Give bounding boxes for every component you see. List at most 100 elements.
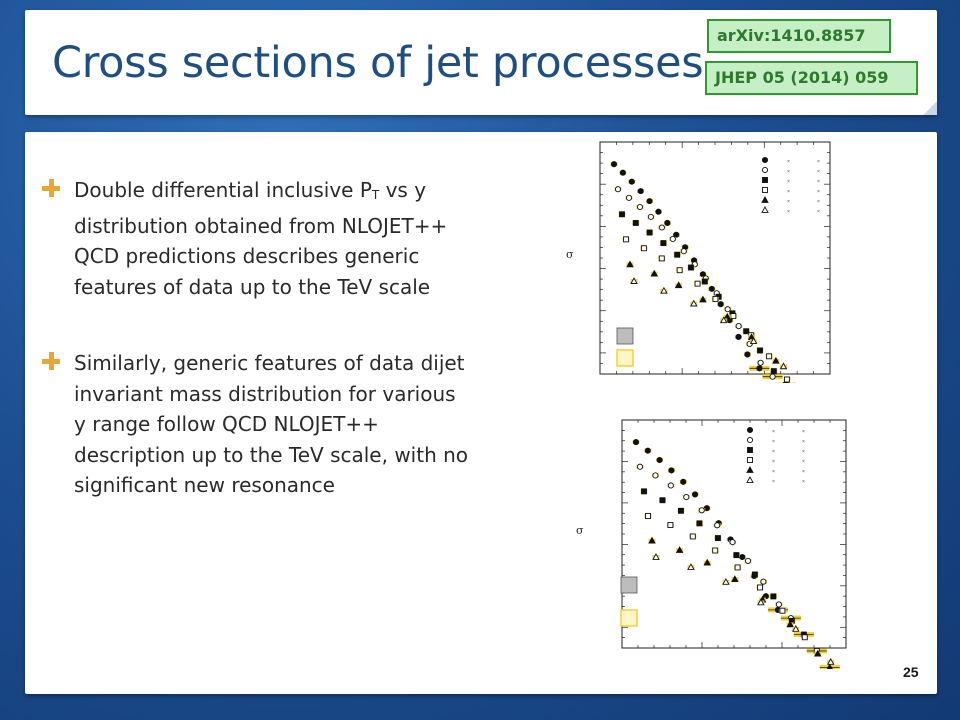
y-axis-label: σ [576,524,584,537]
data-point [647,213,654,220]
data-point [664,219,671,226]
bullet-text-part: vs y distribution obtained from NLOJET++… [74,178,448,299]
data-point [690,299,698,307]
data-point [746,426,754,434]
data-point [699,295,707,303]
bullet-text-part: Double differential inclusive P [74,178,372,202]
data-point [760,578,767,585]
data-point [779,607,786,614]
data-point [640,245,647,252]
legend-mark: × [787,169,790,175]
data-point [668,467,675,474]
data-point [637,188,644,195]
legend-mark: × [802,429,805,435]
data-point [730,313,737,320]
uncertainty-legend-box [616,349,634,367]
data-point [646,229,653,236]
data-point [659,497,666,504]
data-point [632,220,639,226]
data-point [734,564,741,571]
data-point [696,520,703,527]
bullet-item: Double differential inclusive PT vs y di… [40,175,470,302]
data-point [674,251,681,258]
bullet-list: Double differential inclusive PT vs y di… [40,175,470,547]
inclusive-jet-pt-chart: σ × × × × × × × × × × × × [566,141,831,383]
data-point [712,547,719,554]
data-point [676,267,683,274]
data-point [698,507,705,514]
data-point [769,373,776,380]
data-point [733,552,740,559]
bullet-text: Similarly, generic features of data dije… [74,351,469,497]
data-point [762,177,768,183]
data-point [660,286,668,294]
data-point [813,649,822,657]
legend-mark: × [772,449,775,455]
data-point [801,634,808,641]
data-point [703,558,712,566]
data-point [688,264,694,271]
data-point [689,533,696,540]
legend-mark: × [817,199,820,205]
plot-frame [599,141,831,375]
data-point [660,240,667,247]
data-point [678,507,684,514]
bullet-subscript: T [371,188,380,202]
data-point [658,255,665,262]
data-point [723,312,732,320]
data-point [719,316,728,324]
plus-bullet-icon [40,350,62,372]
legend-mark: × [802,439,805,445]
data-point [703,505,710,512]
data-point [714,535,721,542]
data-point [641,488,647,495]
data-point [687,563,695,570]
data-point [674,281,683,289]
data-point [646,198,653,205]
data-point [761,196,769,203]
legend-mark: × [817,159,820,165]
data-point [636,203,643,211]
legend-mark: × [772,479,775,485]
legend-mark: × [787,209,790,215]
data-point [757,584,763,591]
data-point [770,593,777,600]
data-point [757,359,764,366]
data-point [694,280,701,287]
data-point [746,476,754,483]
data-point [724,306,731,313]
data-point [669,235,676,242]
data-point [761,206,769,213]
data-point [757,598,765,606]
bullet-item: Similarly, generic features of data dije… [40,348,470,501]
data-point [826,663,833,669]
data-point [747,457,753,463]
uncertainty-legend-box [616,327,634,345]
data-point [652,472,659,479]
data-point [826,657,835,665]
data-point [692,491,699,498]
journal-reference-badge: JHEP 05 (2014) 059 [705,61,918,95]
data-point [655,208,662,215]
data-point [761,156,769,164]
data-point [746,466,754,473]
data-point [735,323,742,330]
data-point [761,166,769,174]
plus-bullet-icon [40,177,62,199]
legend-mark: × [817,179,820,185]
data-point [717,301,724,308]
legend-mark: × [787,159,790,165]
data-point [762,187,768,193]
data-point [623,236,629,243]
data-point [743,328,750,335]
data-point [751,571,758,578]
data-point [667,522,674,529]
data-point [701,278,708,285]
data-point [735,333,742,340]
data-point [739,553,746,561]
data-point [645,513,651,519]
data-point [731,575,739,582]
legend-mark: × [787,179,790,185]
data-point [744,351,751,358]
data-point [644,447,651,454]
